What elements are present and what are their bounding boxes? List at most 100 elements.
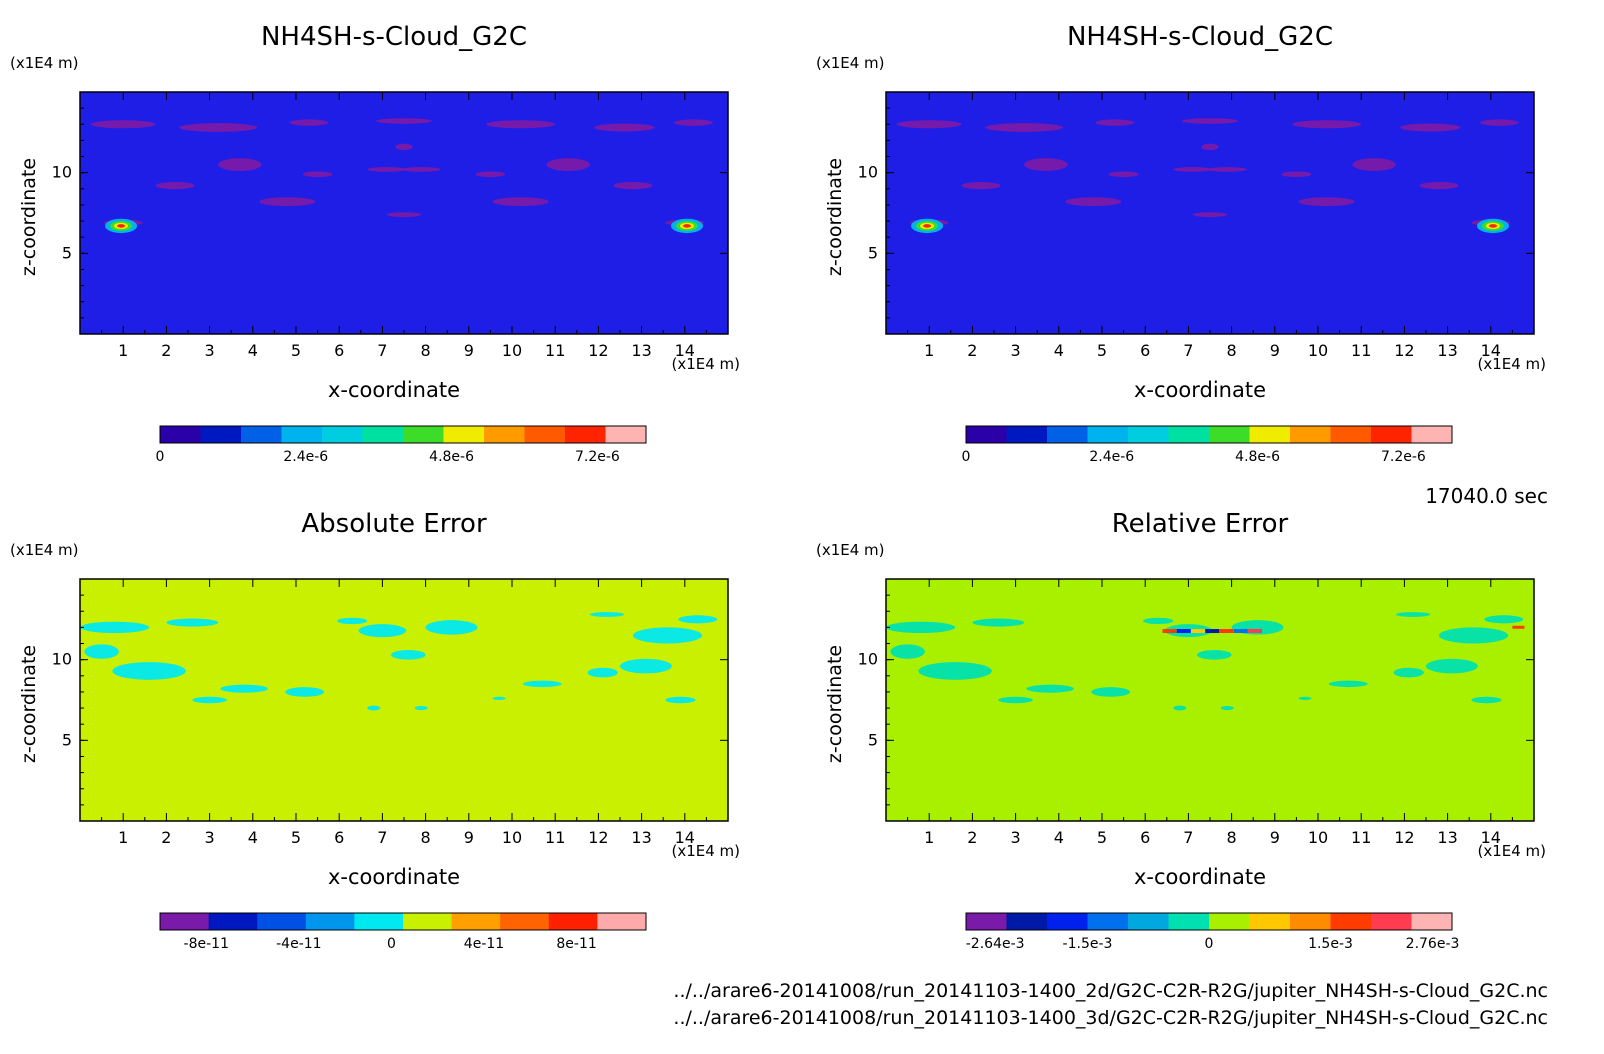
error-stripe [1219,629,1234,634]
x-axis-label: x-coordinate [1134,865,1266,889]
field-feature [1292,120,1362,129]
x-tick-label: 12 [1394,341,1414,360]
x-tick-label: 4 [248,828,258,847]
y-axis-label: z-coordinate [18,158,40,276]
colorbar-swatch [1047,426,1088,443]
x-tick-label: 2 [967,341,977,360]
y-tick-label: 5 [868,730,878,749]
colorbar-label: 0 [1205,936,1214,952]
colorbar-swatch [305,913,355,930]
colorbar-swatch [1168,426,1210,443]
colorbar-swatch [1087,426,1129,443]
y-axis-label: z-coordinate [824,158,846,276]
error-stripe [1190,629,1205,634]
colorbar-swatch [1411,913,1453,930]
x-tick-label: 9 [464,828,474,847]
field-feature [1393,667,1424,678]
field-feature [1095,119,1135,126]
field-feature [587,667,618,678]
colorbar-swatch [443,426,485,443]
field-feature [665,696,696,704]
chart-title: NH4SH-s-Cloud_G2C [1067,22,1333,52]
field-feature [1328,680,1368,688]
field-feature [972,618,1025,627]
x-tick-label: 11 [1351,341,1371,360]
x-tick-label: 2 [967,828,977,847]
colorbar-swatch [1411,426,1453,443]
x-tick-label: 14 [1481,341,1501,360]
colorbar-swatch [1006,426,1048,443]
x-tick-label: 7 [377,828,387,847]
x-tick-label: 4 [248,341,258,360]
field-feature [1207,167,1247,172]
colorbar-swatch [160,913,210,930]
field-feature [1197,649,1232,660]
time-label: 17040.0 sec [1425,484,1548,508]
colorbar-swatch [1006,913,1048,930]
colorbar-frame [159,912,647,931]
x-tick-label: 10 [502,341,522,360]
field-feature [337,617,368,625]
y-unit-label: (x1E4 m) [10,54,79,72]
field-features [80,612,718,711]
field-feature [1143,617,1174,625]
field-feature [492,197,549,207]
colorbar-frame [965,425,1453,444]
x-tick-label: 1 [118,341,128,360]
field-feature [425,620,478,635]
chart-title: Relative Error [1112,509,1289,539]
field-feature [1173,167,1213,172]
field-feature [632,627,703,644]
field-feature [289,119,329,126]
x-axis-label: x-coordinate [328,378,460,402]
colorbar-swatch [597,913,647,930]
field-feature [475,171,506,178]
x-tick-label: 11 [545,341,565,360]
field-feature [112,662,186,680]
x-tick-label: 2 [161,828,171,847]
colorbar-swatch [281,426,323,443]
field-feature [166,618,219,627]
y-tick-label: 10 [52,163,72,182]
x-tick-label: 13 [1437,341,1457,360]
x-tick-label: 9 [1270,828,1280,847]
field-feature [367,167,407,172]
field-feature [918,662,992,680]
x-tick-label: 12 [1394,828,1414,847]
colorbar-swatch [1128,913,1169,930]
x-tick-label: 4 [1054,828,1064,847]
chart-title: NH4SH-s-Cloud_G2C [261,22,527,52]
x-tick-label: 3 [1011,828,1021,847]
y-unit-label: (x1E4 m) [10,541,79,559]
field-feature [391,649,426,660]
x-tick-label: 8 [421,828,431,847]
cloud-core [1488,224,1497,228]
field-feature [1220,706,1234,711]
field-feature [1298,197,1355,207]
x-tick-label: 1 [118,828,128,847]
field-feature [1400,123,1461,132]
colorbar-label: -2.64e-3 [966,936,1025,952]
colorbar-swatch [200,426,242,443]
colorbar-swatch [362,426,404,443]
field-feature [613,181,653,190]
field-feature [395,143,413,151]
colorbar-swatch [1209,426,1250,443]
colorbar-swatch [1047,913,1088,930]
field-feature [1480,119,1519,126]
field-feature [414,706,428,711]
field-feature [179,123,258,132]
colorbar-swatch [605,426,647,443]
colorbar-label: 2.4e-6 [1089,449,1134,465]
colorbar-swatch [484,426,525,443]
field-feature [1438,627,1509,644]
colorbar-label: 7.2e-6 [575,449,620,465]
error-stripe [1233,629,1248,634]
y-tick-label: 10 [858,163,878,182]
field-feature [985,123,1064,132]
colorbar-label: 0 [962,449,971,465]
x-tick-label: 5 [1097,341,1107,360]
x-unit-label: (x1E4 m) [671,842,740,860]
x-tick-label: 1 [924,828,934,847]
